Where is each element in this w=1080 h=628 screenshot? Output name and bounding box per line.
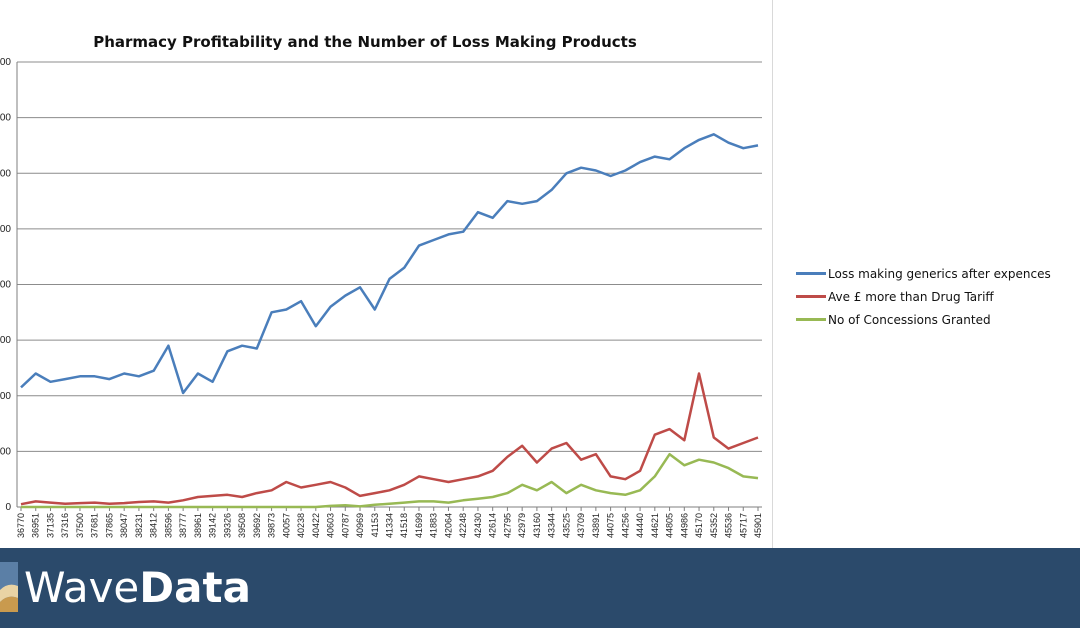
legend-swatch-red: [796, 295, 826, 298]
y-tick-label: 600: [0, 168, 11, 179]
legend: Loss making generics after expences Ave …: [796, 262, 1051, 331]
series-line-1: [20, 133, 759, 395]
chart-title: Pharmacy Profitability and the Number of…: [93, 33, 637, 51]
y-tick-label: 300: [0, 335, 11, 346]
brand-name-part-1: Wave: [24, 563, 140, 612]
x-tick-label: 44440: [635, 513, 645, 538]
x-tick-label: 39326: [222, 513, 232, 538]
legend-label: Ave £ more than Drug Tariff: [828, 289, 994, 304]
y-axis-tick-labels: 0 100 200 300 400 500 600 700 800: [0, 57, 11, 513]
x-tick-label: 45536: [724, 513, 734, 538]
legend-label: Loss making generics after expences: [828, 266, 1051, 281]
x-tick-label: 42248: [458, 513, 468, 538]
y-tick-label: 200: [0, 391, 11, 402]
x-tick-label: 39142: [208, 513, 218, 538]
brand-name-part-2: Data: [139, 563, 251, 612]
x-tick-label: 40787: [340, 513, 350, 538]
x-tick-label: 39508: [237, 513, 247, 538]
x-tick-label: 40238: [296, 513, 306, 538]
y-tick-label: 400: [0, 280, 11, 291]
x-tick-label: 38961: [193, 513, 203, 538]
series-line-3: [21, 452, 759, 509]
x-tick-label: 37135: [45, 513, 55, 538]
x-tick-label: 43525: [561, 513, 571, 538]
legend-label: No of Concessions Granted: [828, 312, 991, 327]
x-tick-label: 45352: [709, 513, 719, 538]
x-tick-label: 41153: [370, 513, 380, 537]
x-tick-label: 42614: [488, 513, 498, 538]
brand-name: WaveData: [24, 558, 251, 618]
x-tick-label: 41334: [385, 513, 395, 538]
x-tick-label: 45170: [694, 513, 704, 538]
series-line-2: [20, 372, 759, 506]
x-tick-label: 44621: [650, 513, 660, 538]
x-tick-label: 41518: [399, 513, 409, 538]
x-tick-label: 42430: [473, 513, 483, 538]
x-tick-label: 36770: [16, 513, 26, 538]
x-tick-label: 43709: [576, 513, 586, 538]
legend-swatch-blue: [796, 272, 826, 275]
x-tick-label: 41699: [414, 513, 424, 538]
x-tick-label: 37500: [75, 513, 85, 538]
x-tick-label: 40603: [326, 513, 336, 538]
gridlines: [17, 61, 762, 508]
x-tick-label: 37865: [104, 513, 114, 538]
line-chart: Pharmacy Profitability and the Number of…: [0, 33, 763, 538]
x-axis-tick-labels: 36770 36951 37135 37316 37500 37681 37865 38047…: [16, 513, 763, 538]
brand-footer-bar: WaveData: [0, 548, 1080, 628]
x-tick-label: 44805: [665, 513, 675, 538]
x-tick-label: 43891: [591, 513, 601, 538]
x-tick-label: 37316: [60, 513, 70, 538]
x-tick-label: 40969: [355, 513, 365, 538]
x-tick-label: 44075: [606, 513, 616, 538]
chart-area: Pharmacy Profitability and the Number of…: [0, 0, 773, 548]
x-tick-label: 38412: [149, 513, 159, 538]
x-tick-label: 38047: [119, 513, 129, 538]
legend-item-loss-making-generics: Loss making generics after expences: [796, 262, 1051, 285]
x-tick-label: 44256: [620, 513, 630, 538]
series-lines: [20, 133, 759, 509]
x-tick-label: 40057: [281, 513, 291, 538]
x-tick-label: 43344: [547, 513, 557, 538]
y-tick-label: 0: [5, 502, 11, 513]
y-tick-label: 500: [0, 224, 11, 235]
x-tick-label: 40422: [311, 513, 321, 538]
legend-item-concessions-granted: No of Concessions Granted: [796, 308, 1051, 331]
x-tick-label: 45717: [738, 513, 748, 538]
y-tick-label: 800: [0, 57, 11, 68]
x-tick-label: 39873: [267, 513, 277, 538]
x-tick-label: 38777: [178, 513, 188, 538]
x-tick-label: 37681: [90, 513, 100, 538]
y-tick-label: 700: [0, 113, 11, 124]
wave-logo-icon: [0, 562, 18, 612]
x-tick-label: 38231: [134, 513, 144, 538]
x-tick-label: 39692: [252, 513, 262, 538]
legend-item-ave-more-than-drug-tariff: Ave £ more than Drug Tariff: [796, 285, 1051, 308]
y-tick-label: 100: [0, 446, 11, 457]
x-tick-label: 45901: [753, 513, 763, 538]
x-tick-label: 38596: [163, 513, 173, 538]
x-tick-label: 42979: [517, 513, 527, 538]
x-tick-label: 42064: [443, 513, 453, 538]
x-tick-label: 42795: [502, 513, 512, 538]
x-tick-label: 44986: [679, 513, 689, 538]
x-tick-label: 41883: [429, 513, 439, 538]
legend-swatch-green: [796, 318, 826, 321]
x-tick-label: 36951: [31, 513, 41, 538]
x-tick-label: 43160: [532, 513, 542, 538]
